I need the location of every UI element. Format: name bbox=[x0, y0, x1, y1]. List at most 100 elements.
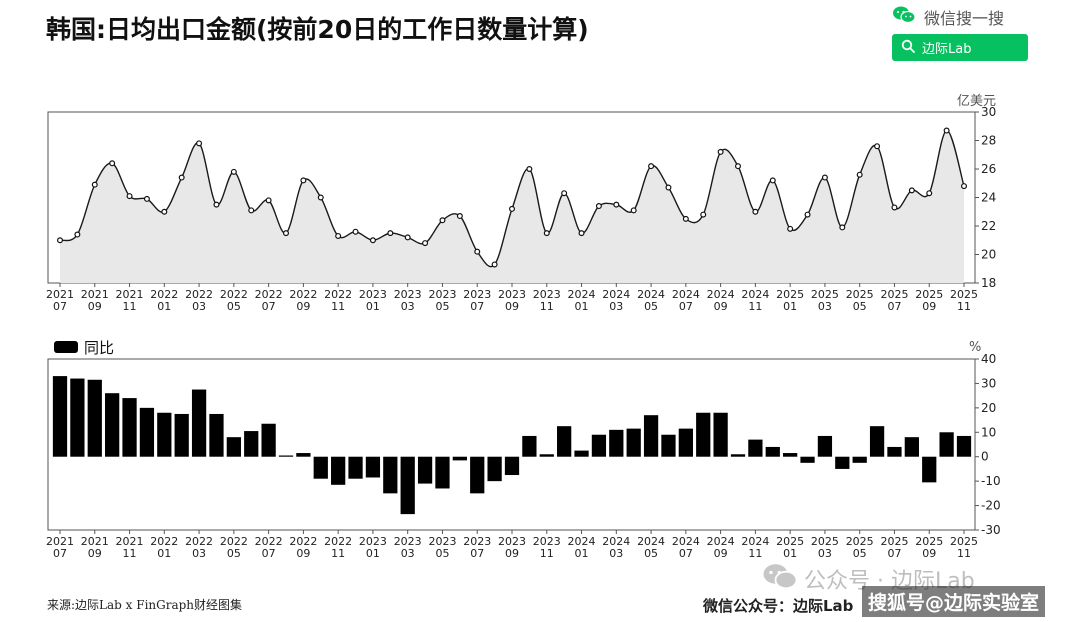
bar-2024-11 bbox=[748, 439, 763, 457]
top-x-tick-year: 2023 bbox=[498, 288, 526, 301]
bottom-x-tick-month: 09 bbox=[88, 547, 102, 560]
bottom-x-tick-year: 2024 bbox=[707, 535, 735, 548]
data-point-2023-03 bbox=[404, 234, 411, 241]
data-point-2022-11 bbox=[335, 232, 342, 239]
data-point-2023-01 bbox=[369, 237, 376, 244]
bar-2021-08 bbox=[70, 378, 85, 457]
top-x-tick-year: 2022 bbox=[220, 288, 248, 301]
bottom-x-tick-month: 11 bbox=[123, 547, 137, 560]
bar-2024-03 bbox=[609, 429, 624, 457]
bar-2024-06 bbox=[661, 434, 676, 457]
top-x-tick-year: 2022 bbox=[150, 288, 178, 301]
bar-2023-01 bbox=[365, 456, 381, 478]
top-x-tick-year: 2025 bbox=[880, 288, 908, 301]
data-point-2021-12 bbox=[143, 195, 150, 202]
data-point-2024-07 bbox=[682, 215, 689, 222]
data-point-2025-08 bbox=[908, 187, 915, 194]
data-point-2021-09 bbox=[91, 181, 98, 188]
bottom-x-tick-year: 2023 bbox=[394, 535, 422, 548]
bottom-x-tick-year: 2025 bbox=[880, 535, 908, 548]
bottom-x-tick-year: 2025 bbox=[950, 535, 978, 548]
bar-2024-12 bbox=[765, 446, 780, 457]
data-point-2024-02 bbox=[595, 203, 602, 210]
bar-2025-04 bbox=[835, 456, 850, 469]
data-point-2023-02 bbox=[387, 230, 394, 237]
top-y-unit: 亿美元 bbox=[957, 94, 996, 109]
watermark-sohu: 搜狐号@边际实验室 bbox=[862, 586, 1046, 617]
top-x-tick-month: 05 bbox=[227, 300, 241, 313]
data-point-2022-07 bbox=[265, 197, 272, 204]
bottom-x-tick-year: 2024 bbox=[741, 535, 769, 548]
bottom-x-tick-year: 2024 bbox=[602, 535, 630, 548]
data-point-2022-01 bbox=[161, 208, 168, 215]
bar-2022-08 bbox=[278, 455, 294, 457]
bar-2024-02 bbox=[591, 434, 607, 457]
top-x-tick-year: 2022 bbox=[185, 288, 213, 301]
data-point-2023-10 bbox=[526, 166, 533, 173]
bottom-x-tick-month: 01 bbox=[157, 547, 171, 560]
top-x-tick-month: 11 bbox=[540, 300, 554, 313]
data-point-2023-04 bbox=[422, 240, 429, 247]
data-point-2023-11 bbox=[543, 230, 550, 237]
bottom-x-tick-year: 2022 bbox=[220, 535, 248, 548]
top-x-tick-year: 2024 bbox=[637, 288, 665, 301]
bar-2025-01 bbox=[783, 453, 798, 457]
top-x-tick-month: 11 bbox=[331, 300, 345, 313]
data-point-2025-10 bbox=[943, 127, 950, 134]
bar-2022-04 bbox=[209, 413, 224, 457]
bottom-y-tick-label: 10 bbox=[981, 425, 996, 439]
data-point-2022-06 bbox=[248, 207, 255, 214]
wechat-search-box[interactable]: 边际Lab bbox=[892, 34, 1028, 61]
data-point-2024-11 bbox=[752, 208, 759, 215]
bar-2025-05 bbox=[852, 456, 867, 463]
bottom-x-tick-month: 03 bbox=[609, 547, 623, 560]
bar-2022-01 bbox=[157, 412, 172, 457]
data-point-2022-02 bbox=[178, 174, 185, 181]
bottom-x-tick-year: 2021 bbox=[81, 535, 109, 548]
top-x-tick-month: 07 bbox=[887, 300, 901, 313]
top-y-tick-label: 30 bbox=[981, 105, 996, 119]
bottom-x-tick-month: 01 bbox=[783, 547, 797, 560]
data-point-2024-10 bbox=[734, 163, 741, 170]
bottom-x-tick-year: 2021 bbox=[46, 535, 74, 548]
data-point-2024-09 bbox=[717, 148, 724, 155]
top-x-tick-month: 03 bbox=[609, 300, 623, 313]
top-x-tick-year: 2025 bbox=[811, 288, 839, 301]
bottom-x-tick-year: 2022 bbox=[289, 535, 317, 548]
top-x-tick-year: 2021 bbox=[81, 288, 109, 301]
bottom-x-tick-year: 2025 bbox=[811, 535, 839, 548]
bottom-x-tick-month: 09 bbox=[714, 547, 728, 560]
data-point-2025-03 bbox=[821, 174, 828, 181]
top-x-tick-year: 2023 bbox=[533, 288, 561, 301]
top-x-tick-month: 11 bbox=[748, 300, 762, 313]
top-x-tick-month: 01 bbox=[783, 300, 797, 313]
bar-2025-07 bbox=[887, 446, 902, 457]
bar-2024-08 bbox=[696, 412, 711, 457]
top-x-tick-month: 01 bbox=[366, 300, 380, 313]
bottom-x-tick-year: 2022 bbox=[150, 535, 178, 548]
top-x-tick-year: 2022 bbox=[324, 288, 352, 301]
bar-2023-07 bbox=[470, 456, 485, 494]
top-x-tick-year: 2025 bbox=[950, 288, 978, 301]
top-y-tick-label: 22 bbox=[981, 219, 996, 233]
data-point-2024-06 bbox=[665, 184, 672, 191]
bar-2022-06 bbox=[244, 431, 259, 457]
wechat-icon bbox=[892, 5, 916, 29]
bottom-y-tick-label: -30 bbox=[981, 523, 1001, 537]
data-point-2021-10 bbox=[109, 160, 116, 167]
wechat-search-label[interactable]: 微信搜一搜 bbox=[892, 4, 1032, 30]
bottom-x-tick-month: 05 bbox=[227, 547, 241, 560]
bar-2021-07 bbox=[52, 376, 68, 457]
bottom-x-tick-year: 2022 bbox=[185, 535, 213, 548]
data-point-2021-11 bbox=[126, 193, 133, 200]
bar-2022-03 bbox=[191, 389, 207, 457]
data-point-2022-10 bbox=[317, 194, 324, 201]
bottom-x-tick-month: 07 bbox=[887, 547, 901, 560]
top-x-tick-year: 2024 bbox=[568, 288, 596, 301]
data-point-2024-05 bbox=[648, 163, 655, 170]
search-box-text: 边际Lab bbox=[922, 42, 972, 57]
top-x-tick-month: 11 bbox=[957, 300, 971, 313]
bottom-y-tick-label: 30 bbox=[981, 376, 996, 390]
bar-2021-09 bbox=[87, 379, 102, 457]
data-point-2024-01 bbox=[578, 230, 585, 237]
